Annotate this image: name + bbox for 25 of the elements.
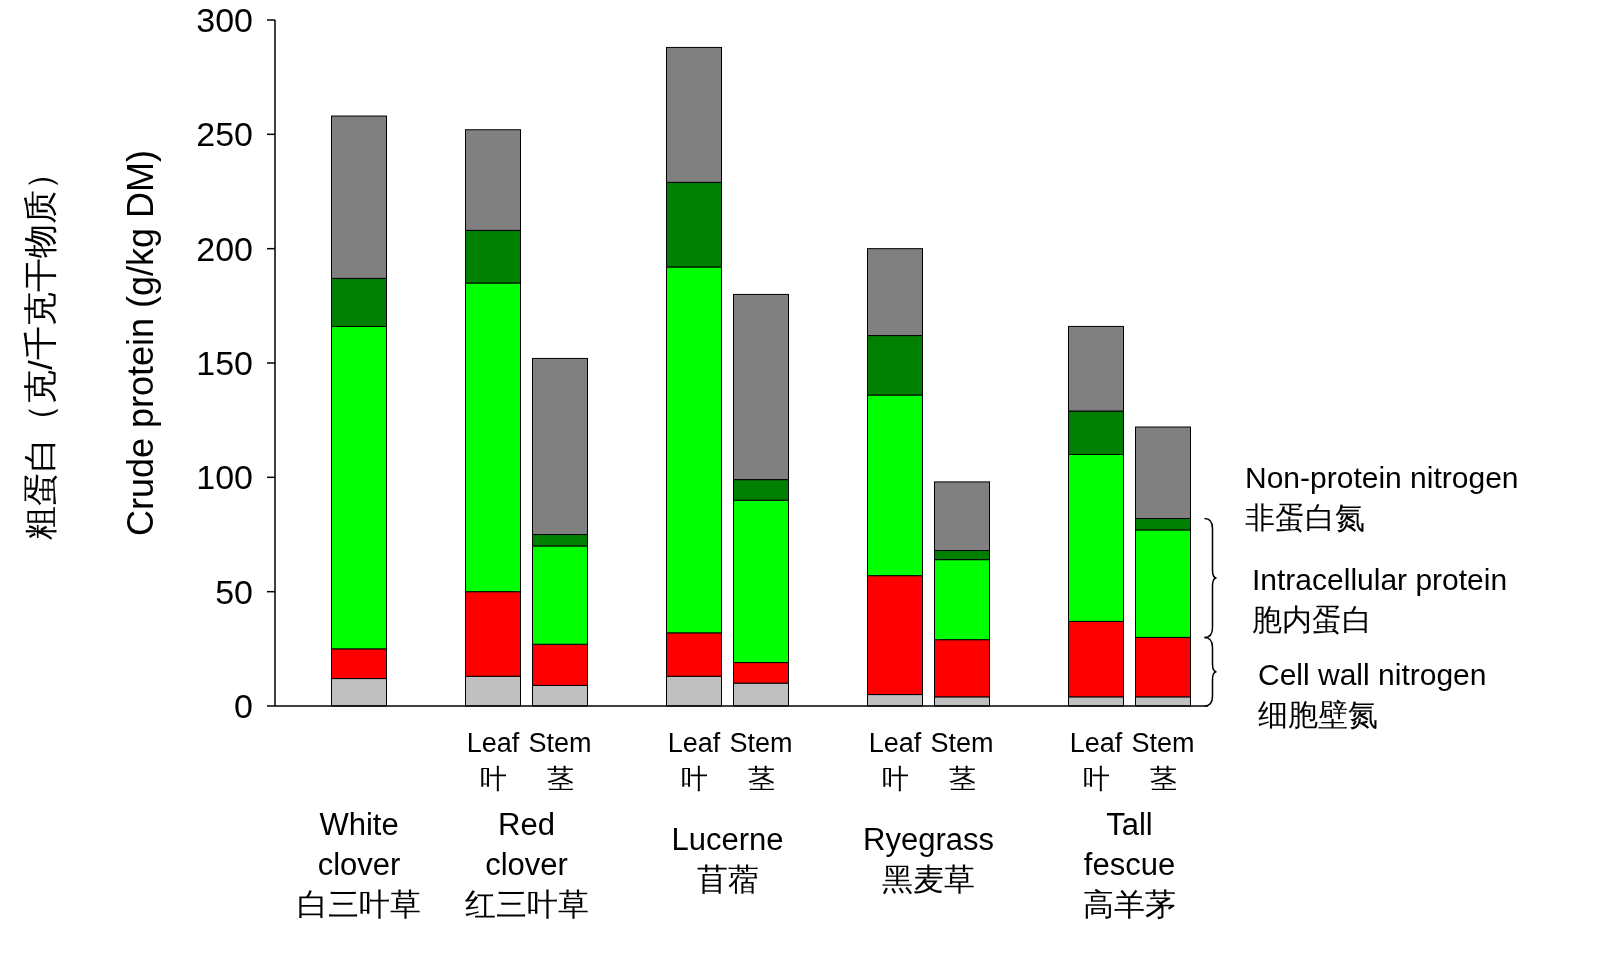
- y-tick-label: 100: [196, 458, 253, 497]
- x-tick-label: Leaf 叶: [868, 728, 922, 794]
- x-tick-label: Stem 茎: [930, 728, 994, 794]
- text: 粗蛋白（克/千克干物质）: [21, 156, 59, 540]
- y-tick-label: 200: [196, 229, 253, 268]
- x-tick-label: Stem 茎: [528, 728, 592, 794]
- x-tick-label: Leaf 叶: [1069, 728, 1123, 794]
- text: Intracellular protein 胞内蛋白: [1252, 563, 1508, 636]
- y-tick-label: 250: [196, 115, 253, 154]
- text: White clover 白三叶草: [297, 807, 421, 922]
- x-tick-label: Stem 茎: [1131, 728, 1195, 794]
- y-tick-label: 150: [196, 344, 253, 382]
- text: Non-protein nitrogen 非蛋白氮: [1245, 461, 1519, 534]
- text: Red clover 红三叶草: [464, 807, 589, 922]
- text: Ryegrass 黑麦草: [863, 822, 994, 897]
- y-axis-title: Crude protein (g/kg DM): [120, 149, 161, 537]
- y-tick-label: 300: [196, 1, 253, 39]
- x-tick-label: Leaf 叶: [667, 728, 721, 794]
- x-tick-label: Stem 茎: [729, 728, 793, 794]
- y-tick-label: 50: [215, 572, 253, 611]
- y-tick-label: 0: [234, 687, 253, 725]
- text: Cell wall nitrogen 细胞壁氮: [1258, 658, 1487, 731]
- text: Tall fescue 高羊茅: [1083, 807, 1176, 922]
- x-tick-label: Leaf 叶: [466, 728, 520, 794]
- text: Lucerne 苜蓿: [671, 822, 784, 897]
